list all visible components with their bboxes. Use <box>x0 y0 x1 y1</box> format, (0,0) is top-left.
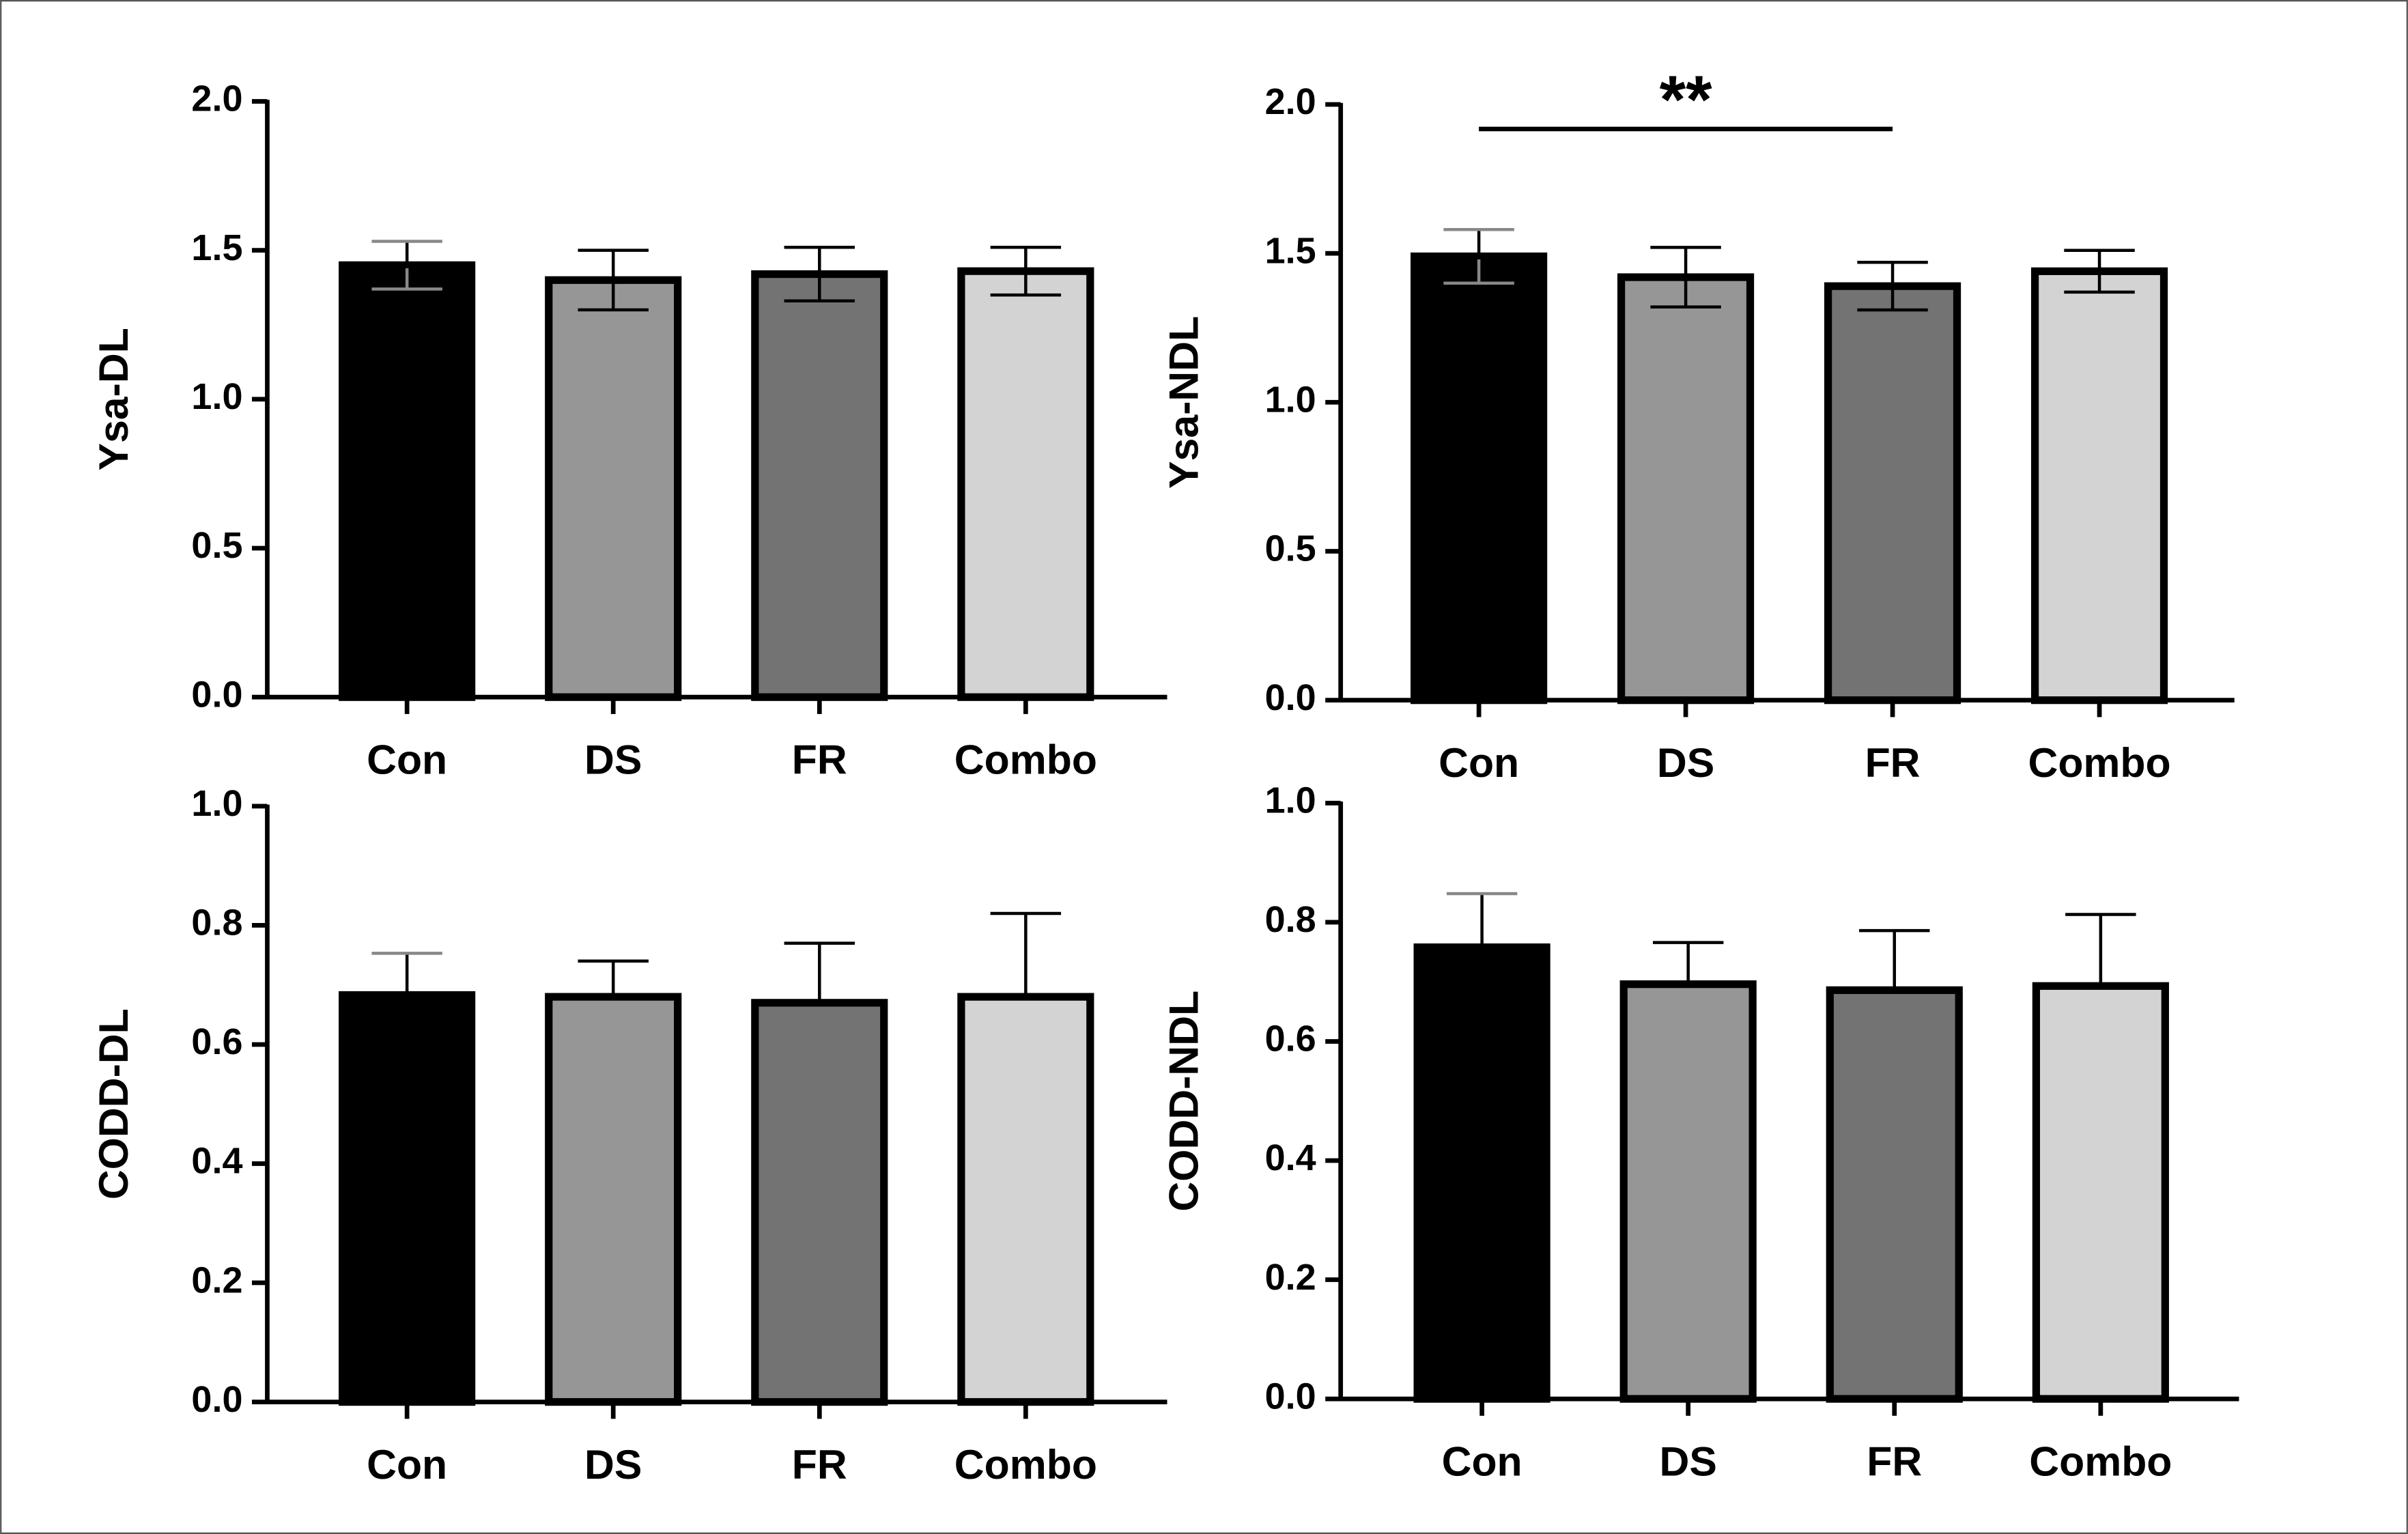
panel: 0.0 0.5 1.0 1.5 2.0 Ysa-DL Con DS FR Combo <box>90 79 1167 783</box>
bar <box>1617 273 1755 705</box>
bar <box>957 267 1094 701</box>
error-bar <box>578 248 649 312</box>
bar <box>339 261 476 701</box>
y-tick-label: 0.8 <box>191 903 242 943</box>
y-tick-label: 1.5 <box>1265 230 1316 271</box>
y-axis-label: Ysa-NDL <box>1161 316 1207 489</box>
error-bar <box>1650 246 1721 309</box>
y-tick-label: 2.0 <box>1265 81 1316 122</box>
y-tick-label: 1.0 <box>1265 380 1316 421</box>
bar <box>2030 267 2168 705</box>
error-bar <box>578 959 649 994</box>
bar <box>1619 980 1757 1403</box>
y-tick-label: 0.0 <box>1265 677 1316 718</box>
y-tick-label: 1.0 <box>191 783 242 824</box>
x-tick-label: Con <box>1442 1438 1522 1485</box>
x-tick-label: Combo <box>2029 1438 2172 1485</box>
y-tick-label: 0.0 <box>191 1379 242 1420</box>
panel: 0.0 0.2 0.4 0.6 0.8 1.0 CODD-DL Con DS FR Combo <box>90 783 1167 1488</box>
error-bar <box>2064 248 2135 294</box>
y-tick-label: 0.6 <box>1265 1019 1316 1060</box>
bar <box>751 270 888 701</box>
y-tick-label: 0.4 <box>1265 1137 1316 1178</box>
y-tick-label: 0.6 <box>191 1021 242 1062</box>
x-tick-label: DS <box>1660 1438 1717 1485</box>
y-tick-label: 0.2 <box>1265 1257 1316 1298</box>
y-tick-label: 1.5 <box>191 227 242 268</box>
x-tick-label: Con <box>1439 739 1519 786</box>
panel: 0.0 0.2 0.4 0.6 0.8 1.0 CODD-NDL Con DS FR Combo <box>1161 780 2239 1485</box>
x-tick-label: FR <box>792 737 847 783</box>
bar <box>751 999 888 1406</box>
y-tick-label: 0.2 <box>191 1260 242 1301</box>
y-tick-label: 1.0 <box>1265 780 1316 821</box>
error-bar <box>784 246 855 303</box>
error-bar <box>1859 928 1930 987</box>
bar <box>1413 943 1550 1403</box>
y-axis-label: CODD-NDL <box>1161 991 1207 1212</box>
y-tick-label: 2.0 <box>191 79 242 119</box>
x-tick-label: Combo <box>2028 739 2170 786</box>
y-axis-label: Ysa-DL <box>90 328 137 470</box>
error-bar <box>784 941 855 1000</box>
error-bar <box>2065 913 2136 983</box>
y-tick-label: 0.0 <box>191 674 242 715</box>
x-tick-label: FR <box>1865 739 1921 786</box>
y-tick-label: 0.5 <box>1265 528 1316 569</box>
error-bar <box>371 240 442 291</box>
error-bar <box>1652 941 1724 982</box>
bar <box>545 993 682 1406</box>
y-tick-label: 0.4 <box>191 1141 242 1182</box>
bar <box>2032 982 2169 1403</box>
error-bar <box>990 911 1062 994</box>
x-tick-label: FR <box>1867 1438 1922 1485</box>
x-tick-label: Combo <box>954 1441 1097 1488</box>
x-tick-label: Con <box>367 737 447 783</box>
x-tick-label: FR <box>792 1441 847 1488</box>
bar <box>1826 986 1963 1403</box>
bar <box>957 993 1094 1406</box>
bar <box>1411 252 1548 705</box>
x-tick-label: DS <box>584 1441 642 1488</box>
bar <box>1824 282 1961 705</box>
x-tick-label: Combo <box>954 737 1097 783</box>
y-tick-label: 0.8 <box>1265 899 1316 940</box>
bar <box>339 991 476 1406</box>
panel: 0.00.51.01.52.0Ysa-NDLConDSFRComboConFR*… <box>1161 61 2235 786</box>
significance-label: ** <box>1660 61 1713 137</box>
x-tick-label: DS <box>584 737 642 783</box>
y-tick-label: 0.0 <box>1265 1376 1316 1417</box>
y-tick-label: 0.5 <box>191 525 242 566</box>
bar <box>545 276 682 701</box>
y-axis-label: CODD-DL <box>90 1008 137 1199</box>
error-bar <box>1446 892 1518 945</box>
x-tick-label: DS <box>1657 739 1714 786</box>
error-bar <box>371 952 442 993</box>
error-bar <box>1857 260 1928 312</box>
x-tick-label: Con <box>367 1441 447 1488</box>
error-bar <box>1443 227 1514 285</box>
y-tick-label: 1.0 <box>191 376 242 417</box>
error-bar <box>990 246 1062 297</box>
